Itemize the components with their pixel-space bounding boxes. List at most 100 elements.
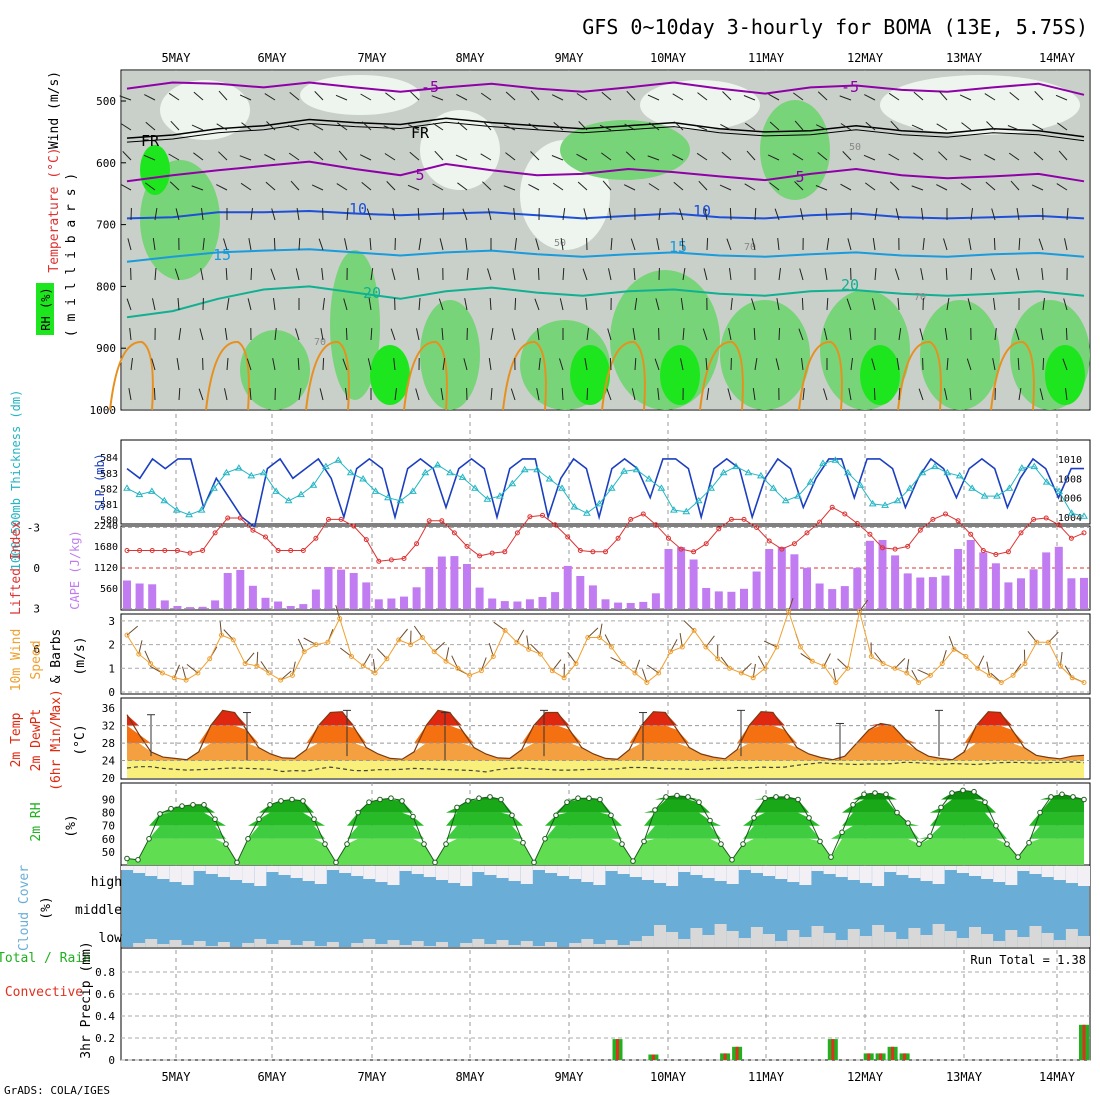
wind-barb [512,268,516,281]
cloud-low-fill [181,945,194,947]
cloud-high-gap [205,866,218,874]
wind-barb [226,298,230,311]
lifted-index-point [615,535,621,541]
wind-barb [408,124,420,131]
wind-barb [457,121,468,131]
cloud-low-fill [908,928,921,947]
thickness-point-marker [632,465,641,473]
rh-point [399,798,405,804]
wind-barb [391,268,396,281]
rh-dry-area [160,80,250,140]
panel8-ylabel-total: Total / Rain [0,951,91,966]
precip-convective-bar [891,1046,895,1060]
wind-barb [696,152,708,161]
rh-line [126,789,1085,864]
wind-barb [127,238,132,251]
wind-barb [537,328,540,341]
cape-tick: 1120 [94,563,118,574]
wind-barb [224,328,228,341]
contour-label: FR [411,124,430,142]
wind-barb [606,388,612,401]
wind-barb [798,328,804,341]
wind-barb [274,328,277,341]
wind-barb [239,155,252,161]
wind-barb [416,328,420,341]
wind-barb [919,328,924,341]
wind-barb [1064,238,1068,251]
lifted-index-point [854,521,860,526]
cloud-high-gap [411,866,424,874]
wind-barb [703,268,708,281]
wind-barb [384,153,396,161]
panel4-ylabel-units: (m/s) [73,636,88,675]
wind-barb [128,388,132,401]
cape-bar [979,552,988,609]
wind-barb [705,357,708,371]
wind-barb [239,94,252,101]
cloud-high-gap [460,866,473,886]
wind-barb [610,237,613,251]
lifted-index-point [817,519,823,525]
wind-barb [729,268,732,281]
cloud-low-fill [545,942,557,947]
wind-barb [154,267,157,281]
cloud-high-gap [641,866,654,880]
rh-point [740,841,746,847]
cape-bar [374,599,383,610]
cape-bar [135,583,144,609]
wind-barb [898,328,902,341]
cloud-high-gap [496,866,509,878]
rh-moist-area [920,300,1000,410]
cloud-level-label: high [91,875,122,890]
cloud-low-fill [884,932,897,947]
thickness-point-marker [607,484,616,491]
cloud-high-gap [314,866,327,884]
wind-barb [393,358,396,371]
wind-barb [200,268,204,281]
wind-speed-point [514,639,520,645]
wind-speed-point [987,672,992,678]
thickness-point-marker [135,490,144,498]
cloud-high-gap [278,866,291,875]
rh-point [916,841,922,847]
thickness-point-marker [931,462,939,470]
cape-bar [752,571,761,609]
rh-point [146,836,152,842]
wind-barb [768,93,780,101]
cape-bar [500,601,509,609]
li-tick: 3 [33,603,40,616]
wind-barb [1039,388,1044,401]
cape-bar [803,567,811,610]
lifted-index-point [250,527,256,533]
wind-barb [394,388,397,401]
cloud-high-gap [1005,866,1018,885]
rh-point [421,841,427,847]
wind-barb [601,91,612,101]
wind-barb [490,387,493,401]
wind-barb [864,94,876,101]
rh-point [190,802,196,808]
wind-barb [871,358,876,371]
wind-barb [344,238,348,251]
thickness-tick: 583 [100,469,118,480]
cloud-low-fill [775,941,788,947]
cloud-low-fill [436,942,448,947]
cape-bar [891,555,900,609]
wind-speed-point [668,649,673,655]
cape-bar [777,547,786,609]
cloud-high-gap [896,866,909,875]
wind-barb [631,388,636,401]
precip-convective-bar [616,1039,619,1060]
lifted-index-point [1081,530,1087,536]
lifted-index-point [905,543,911,549]
wind-barb [679,208,684,221]
thickness-point-marker [831,456,840,463]
lifted-index-point [766,538,772,544]
thickness-point-marker [185,510,193,518]
wind-barb [823,328,828,341]
cloud-low-fill [254,939,267,947]
wind-barb [968,238,972,251]
wind-barb [634,357,637,371]
x-tick-label-bottom: 8MAY [456,1070,486,1084]
panel7-ylabel-cloud: Cloud Cover [17,865,32,951]
